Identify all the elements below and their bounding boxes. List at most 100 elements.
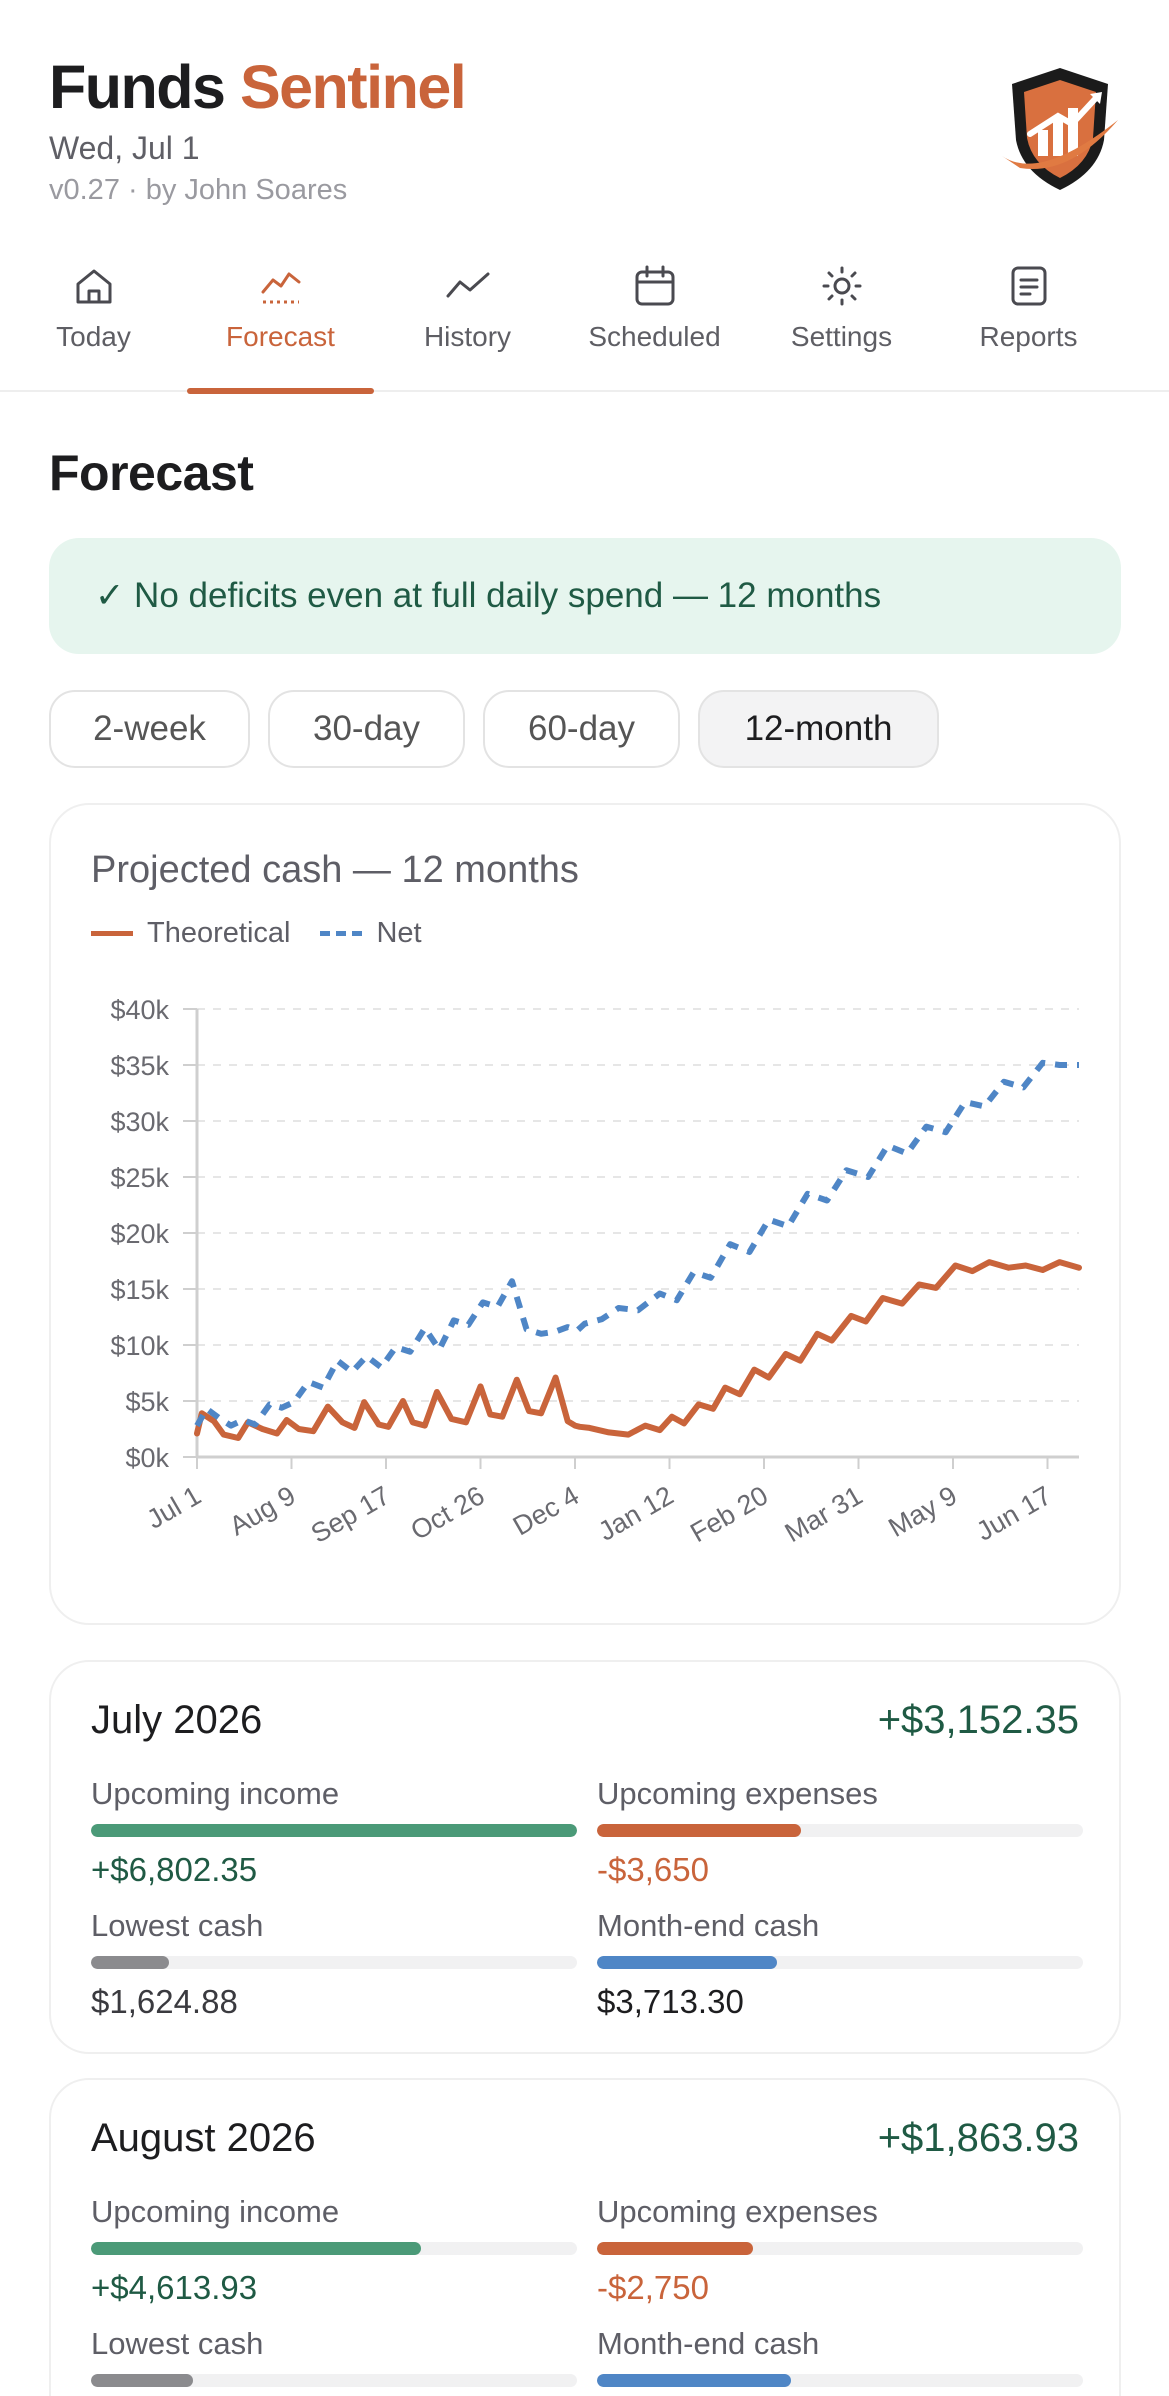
range-selector: 2-week 30-day 60-day 12-month xyxy=(49,690,939,768)
stat-bar xyxy=(91,1956,577,1969)
month-net-change: +$3,152.35 xyxy=(877,1698,1079,1742)
stat-label: Month-end cash xyxy=(597,1908,820,1943)
lowest-cash-stat: Lowest cash $1,624.88 xyxy=(91,1908,577,2021)
range-60-day[interactable]: 60-day xyxy=(483,690,680,768)
lowest-bar-fill xyxy=(91,2374,194,2387)
income-bar-fill xyxy=(91,2242,422,2255)
stat-label: Lowest cash xyxy=(91,2326,264,2361)
x-tick-label: Sep 17 xyxy=(306,1480,395,1549)
shield-chart-logo-icon xyxy=(1000,64,1120,194)
tab-label: Forecast xyxy=(226,321,335,352)
forecast-chart-card: Projected cash — 12 months Theoretical N… xyxy=(49,803,1121,1625)
expense-bar-fill xyxy=(597,2242,753,2255)
stat-bar xyxy=(597,1956,1083,1969)
month-title: August 2026 xyxy=(91,2116,316,2160)
stat-value: $3,713.30 xyxy=(597,1983,744,2020)
legend-net: Net xyxy=(320,917,422,950)
tab-label: History xyxy=(423,321,512,352)
range-12-month[interactable]: 12-month xyxy=(698,690,939,768)
series-line-net xyxy=(194,1059,1079,1429)
x-tick-label: Oct 26 xyxy=(406,1480,490,1546)
stat-label: Upcoming income xyxy=(91,2194,340,2229)
lowest-cash-stat: Lowest cash xyxy=(91,2326,577,2396)
tab-label: Scheduled xyxy=(588,321,721,352)
app-header: Funds Sentinel Wed, Jul 1 v0.27 · by Joh… xyxy=(0,0,1169,394)
expense-bar-fill xyxy=(597,1824,802,1837)
month-end-cash-stat: Month-end cash xyxy=(597,2326,1083,2396)
tab-forecast[interactable]: Forecast xyxy=(187,250,374,394)
stat-label: Month-end cash xyxy=(597,2326,820,2361)
x-tick-label: Feb 20 xyxy=(685,1480,773,1548)
y-tick-label: $0k xyxy=(125,1443,169,1473)
calendar-icon xyxy=(635,265,675,306)
stat-bar xyxy=(597,2374,1083,2387)
current-date: Wed, Jul 1 xyxy=(49,130,200,166)
legend-label: Theoretical xyxy=(147,917,291,949)
series-line-theoretical xyxy=(194,1259,1082,1441)
tab-label: Today xyxy=(56,321,131,352)
chart-title: Projected cash — 12 months xyxy=(91,849,579,891)
stat-value: +$4,613.93 xyxy=(91,2269,258,2306)
month-end-cash-stat: Month-end cash $3,713.30 xyxy=(597,1908,1083,2021)
y-tick-label: $30k xyxy=(110,1107,169,1137)
month-title: July 2026 xyxy=(91,1698,263,1742)
y-tick-label: $25k xyxy=(110,1163,169,1193)
home-icon xyxy=(76,269,112,304)
stat-value: -$2,750 xyxy=(597,2269,709,2306)
lowest-bar-fill xyxy=(91,1956,169,1969)
x-tick-label: May 9 xyxy=(883,1480,962,1543)
stat-value: -$3,650 xyxy=(597,1851,709,1888)
stat-label: Upcoming income xyxy=(91,1776,340,1811)
y-tick-label: $5k xyxy=(125,1387,169,1417)
upcoming-income-stat: Upcoming income +$6,802.35 xyxy=(91,1776,577,1889)
stat-value: $1,624.88 xyxy=(91,1983,238,2020)
app-title-first: Funds xyxy=(49,53,226,121)
income-bar-fill xyxy=(91,1824,577,1837)
tab-history[interactable]: History xyxy=(374,250,561,392)
page-title: Forecast xyxy=(49,445,254,501)
y-tick-label: $40k xyxy=(110,995,169,1025)
upcoming-expenses-stat: Upcoming expenses -$2,750 xyxy=(597,2194,1083,2307)
y-tick-label: $20k xyxy=(110,1219,169,1249)
stat-label: Lowest cash xyxy=(91,1908,264,1943)
y-tick-label: $10k xyxy=(110,1331,169,1361)
y-tick-label: $15k xyxy=(110,1275,169,1305)
app-title: Funds Sentinel xyxy=(49,52,467,122)
gear-icon xyxy=(822,266,862,306)
tab-scheduled[interactable]: Scheduled xyxy=(561,250,748,392)
upcoming-expenses-stat: Upcoming expenses -$3,650 xyxy=(597,1776,1083,1889)
tab-settings[interactable]: Settings xyxy=(748,250,935,392)
range-2-week[interactable]: 2-week xyxy=(49,690,250,768)
tab-today[interactable]: Today xyxy=(0,250,187,392)
month-summary-card: August 2026 +$1,863.93 Upcoming income +… xyxy=(49,2078,1121,2396)
stat-label: Upcoming expenses xyxy=(597,2194,878,2229)
app-title-second: Sentinel xyxy=(239,53,467,121)
document-icon xyxy=(1011,266,1047,306)
forecast-line-chart: $0k $5k $10k $15k $20k $25k $30k $35k $40k Jul 1 A… xyxy=(110,995,1082,1549)
legend-theoretical: Theoretical xyxy=(91,917,290,950)
chart-legend: Theoretical Net xyxy=(91,917,452,950)
stat-bar xyxy=(597,1824,1083,1837)
tab-label: Reports xyxy=(979,321,1078,352)
stat-bar xyxy=(597,2242,1083,2255)
x-tick-label: Jan 12 xyxy=(593,1480,678,1547)
stat-bar xyxy=(91,2242,577,2255)
legend-label: Net xyxy=(376,917,422,949)
stat-value: +$6,802.35 xyxy=(91,1851,258,1888)
status-banner: ✓ No deficits even at full daily spend —… xyxy=(49,538,1121,654)
main-tabs: Today Forecast History Scheduled xyxy=(0,250,1169,394)
version-label: v0.27 · by John Soares xyxy=(49,174,348,206)
x-tick-label: Mar 31 xyxy=(780,1480,868,1548)
upcoming-income-stat: Upcoming income +$4,613.93 xyxy=(91,2194,577,2307)
tab-reports[interactable]: Reports xyxy=(935,250,1122,392)
x-tick-label: Aug 9 xyxy=(224,1480,300,1541)
month-net-change: +$1,863.93 xyxy=(877,2116,1079,2160)
tab-label: Settings xyxy=(790,321,893,352)
range-30-day[interactable]: 30-day xyxy=(268,690,465,768)
x-tick-label: Jun 17 xyxy=(971,1480,1056,1547)
trend-chart-icon xyxy=(261,272,301,304)
month-summary-card: July 2026 +$3,152.35 Upcoming income +$6… xyxy=(49,1660,1121,2054)
line-chart-icon xyxy=(446,272,490,298)
x-tick-label: Dec 4 xyxy=(508,1480,584,1541)
legend-swatch-net xyxy=(320,931,363,936)
